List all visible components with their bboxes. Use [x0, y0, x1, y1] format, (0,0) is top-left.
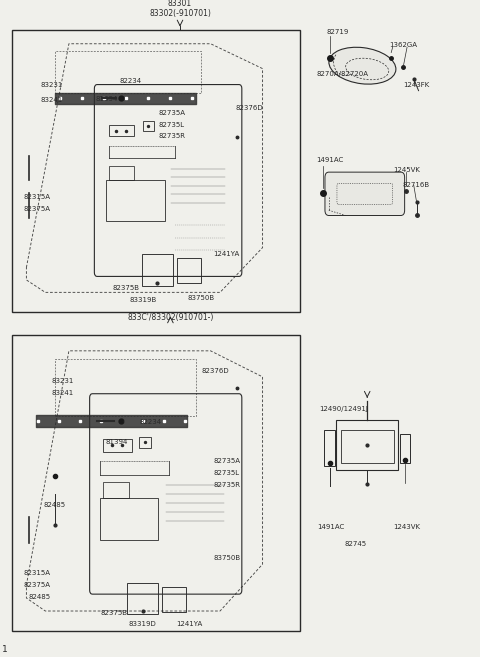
- Text: 833C'/83302(910701-): 833C'/83302(910701-): [127, 313, 214, 323]
- Bar: [142, 254, 173, 286]
- Text: 82376D: 82376D: [235, 104, 263, 111]
- Text: 83231: 83231: [52, 378, 74, 384]
- Text: 83231: 83231: [41, 82, 63, 89]
- FancyBboxPatch shape: [325, 172, 405, 215]
- Text: 82485: 82485: [43, 501, 65, 508]
- Bar: [100, 498, 158, 540]
- Text: 82485: 82485: [29, 593, 51, 600]
- Bar: [127, 583, 158, 614]
- Text: 1241YA: 1241YA: [214, 250, 240, 257]
- Text: 83750B: 83750B: [214, 555, 241, 562]
- Text: 82375A: 82375A: [24, 206, 51, 212]
- Bar: [103, 482, 129, 498]
- Text: 82735R: 82735R: [158, 133, 185, 139]
- Bar: [324, 430, 335, 466]
- Bar: [108, 125, 134, 137]
- Text: 12490/12491J: 12490/12491J: [319, 405, 368, 412]
- Text: 82735L: 82735L: [214, 470, 240, 476]
- Text: 82376D: 82376D: [202, 367, 229, 374]
- Text: 83241: 83241: [41, 97, 63, 103]
- Text: 1362GA: 1362GA: [389, 41, 417, 48]
- Text: 83241: 83241: [52, 390, 74, 396]
- Text: 82735L: 82735L: [158, 122, 184, 128]
- Text: 82375A: 82375A: [23, 581, 50, 588]
- Text: 8270A/82720A: 8270A/82720A: [317, 70, 369, 77]
- Text: 82735A: 82735A: [214, 458, 240, 464]
- Text: 82234: 82234: [139, 419, 161, 425]
- Text: 82375B: 82375B: [101, 610, 128, 616]
- Bar: [12, 30, 300, 312]
- Text: 82315A: 82315A: [23, 570, 50, 576]
- Text: 82735A: 82735A: [158, 110, 185, 116]
- Bar: [336, 420, 398, 470]
- Ellipse shape: [329, 47, 396, 84]
- Text: 83301: 83301: [168, 0, 192, 9]
- Bar: [106, 181, 165, 221]
- Text: 1245VK: 1245VK: [394, 166, 420, 173]
- Text: 81394: 81394: [96, 95, 119, 102]
- Text: 83319D: 83319D: [129, 621, 156, 627]
- Text: 1243FK: 1243FK: [403, 82, 430, 89]
- Text: 82375B: 82375B: [113, 284, 140, 291]
- Text: 82315A: 82315A: [24, 194, 51, 200]
- Bar: [400, 434, 410, 463]
- Bar: [139, 437, 151, 447]
- Bar: [12, 335, 300, 631]
- Bar: [162, 587, 186, 612]
- Bar: [177, 258, 201, 283]
- Text: 1: 1: [2, 645, 8, 654]
- Bar: [341, 430, 394, 463]
- Text: 83319B: 83319B: [130, 296, 157, 303]
- Text: 82735R: 82735R: [214, 482, 240, 488]
- Text: 82745: 82745: [345, 541, 367, 547]
- Text: 83750B: 83750B: [187, 295, 215, 302]
- Bar: [108, 166, 134, 181]
- Text: 83302(-910701): 83302(-910701): [149, 9, 211, 18]
- Text: 82719: 82719: [326, 28, 349, 35]
- Text: 1241YA: 1241YA: [177, 621, 203, 627]
- Bar: [103, 439, 132, 451]
- Text: 82716B: 82716B: [402, 182, 430, 189]
- Text: 1243VK: 1243VK: [394, 524, 420, 530]
- Text: 1491AC: 1491AC: [317, 524, 344, 530]
- Text: 81394: 81394: [106, 438, 128, 445]
- Text: 1491AC: 1491AC: [316, 157, 343, 164]
- Text: 82234: 82234: [120, 78, 142, 85]
- Bar: [143, 121, 154, 131]
